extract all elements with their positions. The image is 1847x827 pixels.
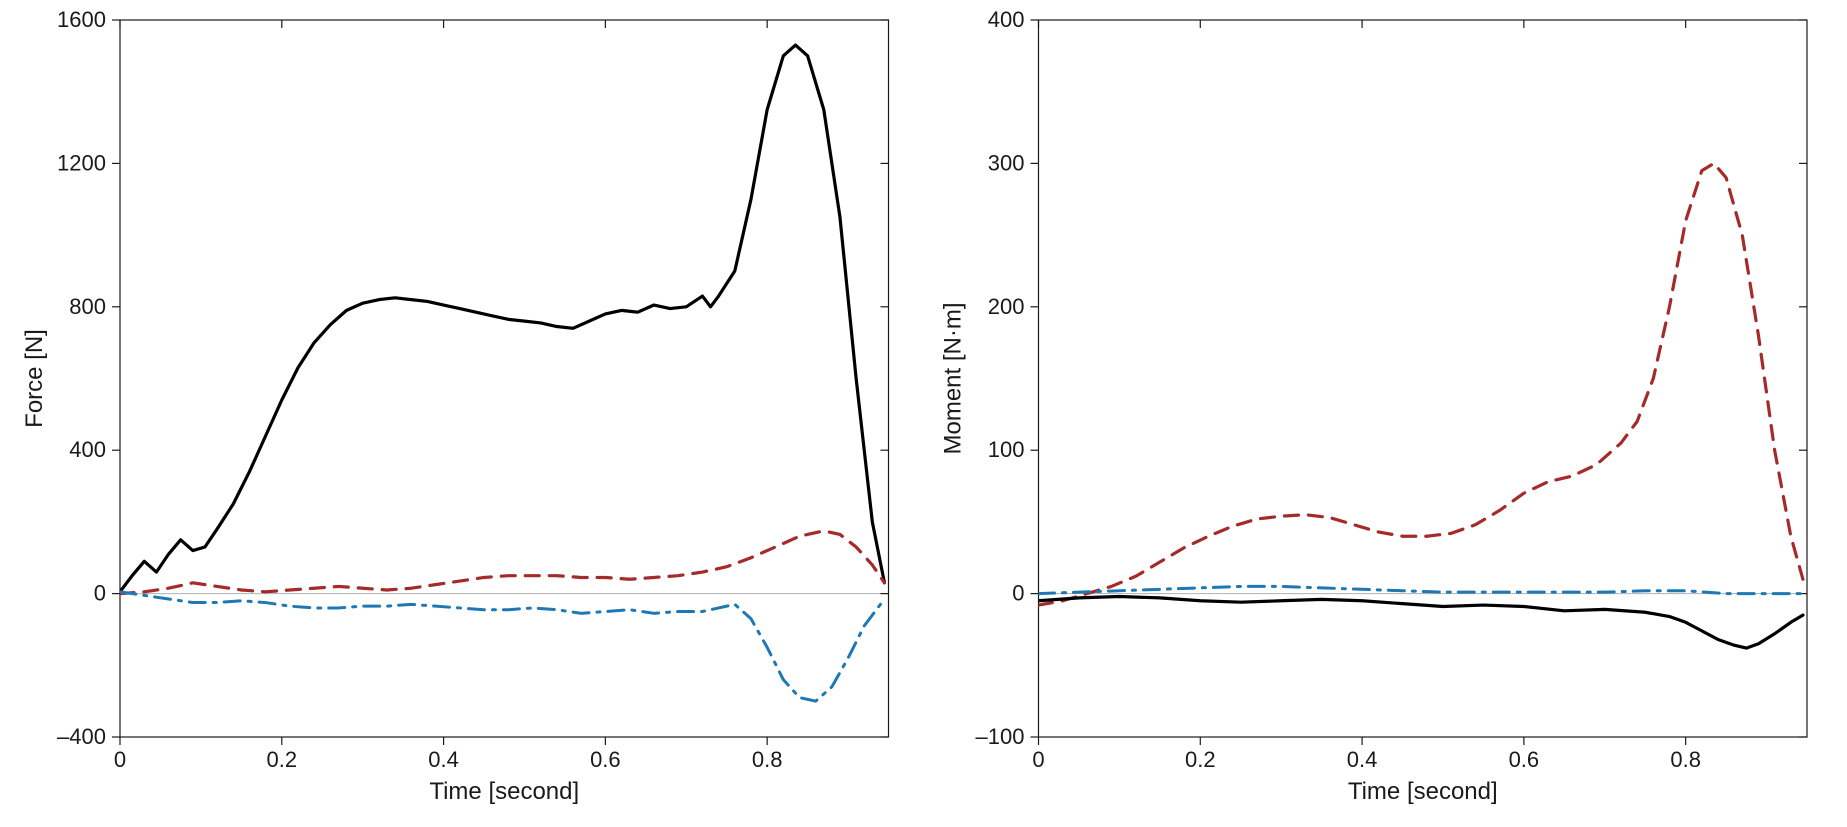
xlabel: Time [second] (1348, 778, 1498, 805)
series-dashdot (120, 592, 884, 701)
ytick-label: 400 (988, 7, 1025, 32)
xtick-label: 0.4 (428, 747, 459, 772)
ytick-label: –100 (976, 724, 1025, 749)
xtick-label: 0.2 (1185, 747, 1216, 772)
ylabel: Force [N] (21, 329, 48, 428)
ytick-label: 0 (1012, 581, 1024, 606)
xtick-label: 0 (1032, 747, 1044, 772)
figure: 0 0.2 0.4 0.6 0.8 –400 0 400 800 1200 1600 Time [se… (0, 0, 1847, 827)
xtick-label: 0.8 (1670, 747, 1701, 772)
ylabel: Moment [N·m] (940, 302, 967, 454)
ytick-label: –400 (57, 724, 106, 749)
xlabel: Time [second] (429, 778, 579, 805)
ytick-label: 100 (988, 437, 1025, 462)
series-dashed (1039, 163, 1803, 605)
ytick-label: 800 (69, 294, 106, 319)
ytick-label: 1200 (57, 150, 106, 175)
xtick-label: 0 (114, 747, 126, 772)
axes-box (1039, 20, 1808, 737)
xtick-label: 0.4 (1347, 747, 1378, 772)
ytick-label: 200 (988, 294, 1025, 319)
ytick-label: 1600 (57, 7, 106, 32)
series-dashed (120, 531, 884, 594)
ytick-label: 400 (69, 437, 106, 462)
ytick-label: 0 (94, 581, 106, 606)
figure-svg: 0 0.2 0.4 0.6 0.8 –400 0 400 800 1200 1600 Time [se… (0, 0, 1847, 827)
xtick-label: 0.8 (752, 747, 783, 772)
axes-box (120, 20, 889, 737)
xtick-label: 0.2 (266, 747, 297, 772)
panel-moment: 0 0.2 0.4 0.6 0.8 –100 0 100 200 300 400 Time [seco… (940, 7, 1808, 805)
series-solid (120, 45, 884, 592)
ytick-label: 300 (988, 150, 1025, 175)
xtick-label: 0.6 (590, 747, 621, 772)
xtick-label: 0.6 (1509, 747, 1540, 772)
panel-force: 0 0.2 0.4 0.6 0.8 –400 0 400 800 1200 1600 Time [se… (21, 7, 889, 805)
series-solid (1039, 596, 1803, 648)
series-dashdot (1039, 586, 1803, 593)
